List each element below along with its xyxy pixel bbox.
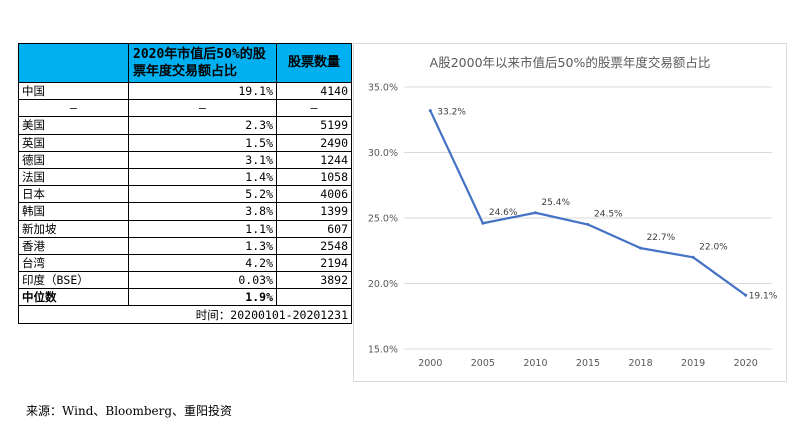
market-cell: 台湾 <box>18 253 129 273</box>
count-cell: 2194 <box>276 253 352 273</box>
x-tick-label: 2000 <box>418 358 442 369</box>
table-row: 英国 1.5% 2490 <box>18 133 352 152</box>
count-cell: 1058 <box>276 167 352 187</box>
market-cell: 法国 <box>18 167 129 187</box>
x-tick-label: 2010 <box>523 358 547 369</box>
x-tick-label: 2015 <box>576 358 600 369</box>
table-row: 美国 2.3% 5199 <box>18 116 352 135</box>
count-cell: 2490 <box>276 133 352 152</box>
time-row: 时间：20200101-20201231 <box>18 305 352 324</box>
data-label: 24.5% <box>594 210 623 220</box>
data-label: 19.1% <box>749 291 778 301</box>
x-tick-label: 2018 <box>628 358 652 369</box>
ratio-cell: 3.8% <box>128 202 277 221</box>
table-row: 台湾 4.2% 2194 <box>18 253 352 273</box>
market-cell: – <box>18 99 129 118</box>
median-row: 中位数 1.9% <box>18 288 352 307</box>
ratio-cell: 1.3% <box>128 236 277 255</box>
data-label: 24.6% <box>489 208 518 218</box>
market-cell: 印度（BSE） <box>18 271 129 290</box>
count-cell: 1244 <box>276 150 352 169</box>
ratio-cell: 5.2% <box>128 185 277 204</box>
chart-title: A股2000年以来市值后50%的股票年度交易额占比 <box>430 55 711 70</box>
data-point <box>481 221 485 225</box>
y-tick-label: 35.0% <box>368 83 398 94</box>
count-cell: 4140 <box>276 81 352 101</box>
data-point <box>639 246 643 250</box>
x-tick-label: 2005 <box>471 358 495 369</box>
table-row: 香港 1.3% 2548 <box>18 236 352 255</box>
data-label: 25.4% <box>541 198 570 208</box>
data-label: 22.7% <box>647 233 676 243</box>
line-chart-panel: A股2000年以来市值后50%的股票年度交易额占比 15.0% 20.0% 25.0%… <box>353 43 787 382</box>
count-cell: 2548 <box>276 236 352 255</box>
median-count <box>276 288 352 307</box>
ratio-cell: 1.4% <box>128 167 277 187</box>
ratio-cell: – <box>128 99 277 118</box>
data-label: 22.0% <box>699 242 728 252</box>
ratio-cell: 2.3% <box>128 116 277 135</box>
series-line <box>429 110 747 297</box>
time-note: 时间：20200101-20201231 <box>18 305 352 324</box>
table-row: 韩国 3.8% 1399 <box>18 202 352 221</box>
table-row: – – – <box>18 99 352 118</box>
market-cell: 香港 <box>18 236 129 255</box>
y-tick-label: 15.0% <box>368 345 398 356</box>
table-header-row: 2020年市值后50%的股票年度交易额占比 股票数量 <box>18 43 352 83</box>
y-tick-label: 20.0% <box>368 279 398 290</box>
x-tick-label: 2020 <box>734 358 758 369</box>
ratio-cell: 1.5% <box>128 133 277 152</box>
count-cell: 3892 <box>276 271 352 290</box>
table-row: 德国 3.1% 1244 <box>18 150 352 169</box>
header-trade-ratio: 2020年市值后50%的股票年度交易额占比 <box>128 43 277 83</box>
market-cell: 美国 <box>18 116 129 135</box>
source-note: 来源：Wind、Bloomberg、重阳投资 <box>26 404 233 418</box>
count-cell: 607 <box>276 219 352 238</box>
ratio-cell: 4.2% <box>128 253 277 273</box>
count-cell: 5199 <box>276 116 352 135</box>
x-tick-label: 2019 <box>681 358 705 369</box>
header-market <box>18 43 129 83</box>
table-body: 中国 19.1% 4140– – – 美国 2.3% 5199 英国 1.5% 2490 德国 3.1%… <box>18 81 352 324</box>
count-cell: 1399 <box>276 202 352 221</box>
data-point <box>428 109 432 113</box>
table-row: 中国 19.1% 4140 <box>18 81 352 101</box>
table-row: 法国 1.4% 1058 <box>18 167 352 187</box>
data-label: 33.2% <box>437 108 466 118</box>
data-point <box>586 223 590 227</box>
market-cell: 德国 <box>18 150 129 169</box>
table-row: 印度（BSE） 0.03% 3892 <box>18 271 352 290</box>
data-point <box>691 255 695 259</box>
market-comparison-table: 2020年市值后50%的股票年度交易额占比 股票数量 中国 19.1% 4140– –… <box>18 43 352 324</box>
median-label: 中位数 <box>18 288 129 307</box>
market-cell: 中国 <box>18 81 129 101</box>
y-tick-label: 30.0% <box>368 148 398 159</box>
header-stock-count: 股票数量 <box>276 43 352 83</box>
ratio-cell: 0.03% <box>128 271 277 290</box>
count-cell: – <box>276 99 352 118</box>
line-chart: A股2000年以来市值后50%的股票年度交易额占比 15.0% 20.0% 25.0%… <box>368 55 778 369</box>
table-row: 日本 5.2% 4006 <box>18 185 352 204</box>
ratio-cell: 1.1% <box>128 219 277 238</box>
market-cell: 新加坡 <box>18 219 129 238</box>
market-cell: 日本 <box>18 185 129 204</box>
data-point <box>533 211 537 215</box>
table-row: 新加坡 1.1% 607 <box>18 219 352 238</box>
count-cell: 4006 <box>276 185 352 204</box>
ratio-cell: 19.1% <box>128 81 277 101</box>
market-cell: 韩国 <box>18 202 129 221</box>
data-point <box>744 293 748 297</box>
ratio-cell: 3.1% <box>128 150 277 169</box>
market-cell: 英国 <box>18 133 129 152</box>
median-ratio: 1.9% <box>128 288 277 307</box>
y-tick-label: 25.0% <box>368 214 398 225</box>
